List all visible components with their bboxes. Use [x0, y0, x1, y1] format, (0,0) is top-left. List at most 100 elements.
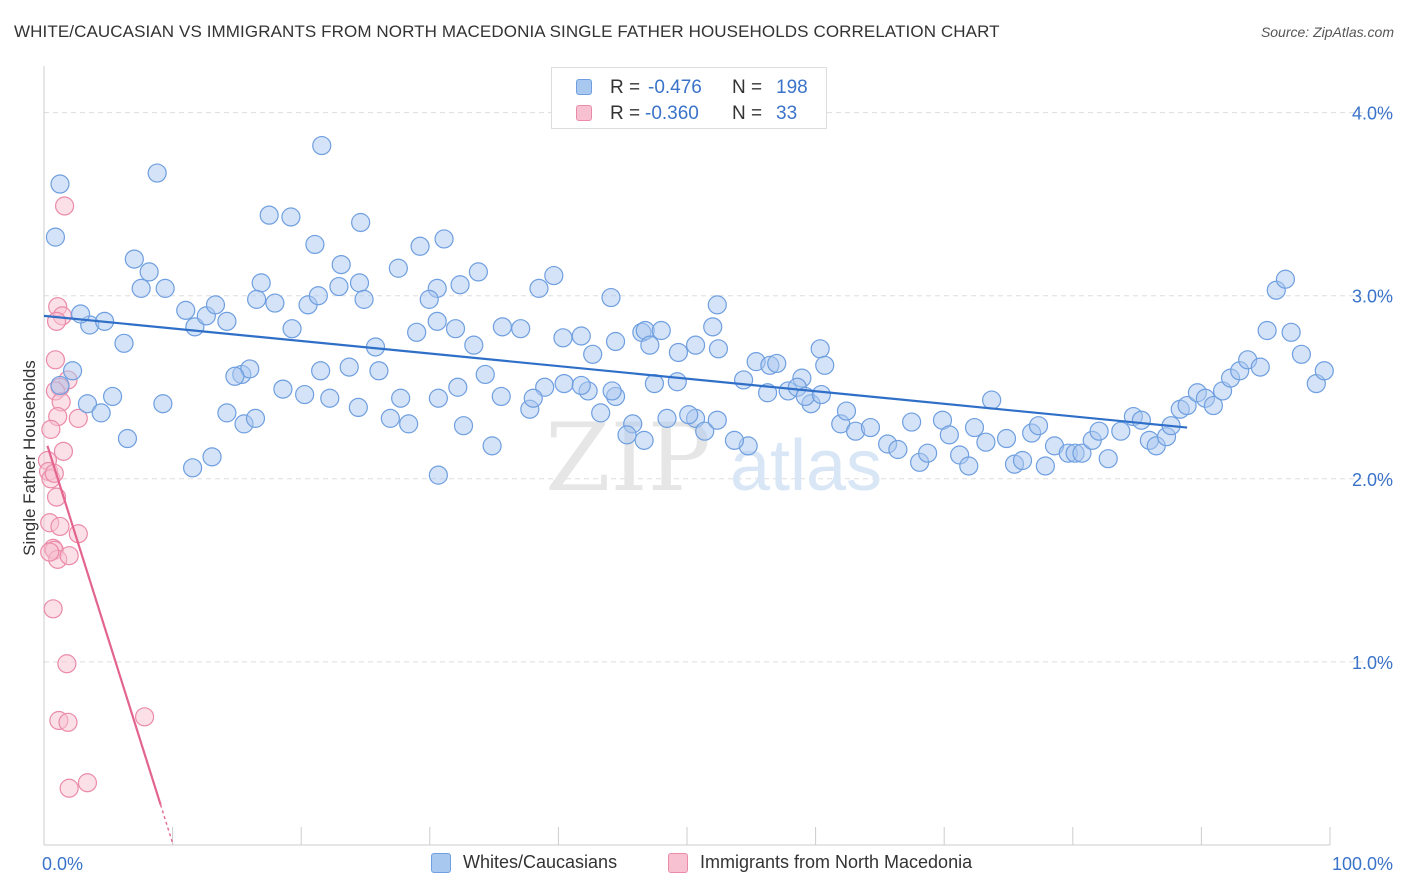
data-point	[205, 295, 226, 315]
data-point	[428, 465, 448, 485]
x-tick-label-left: 0.0%	[42, 854, 83, 874]
data-point	[959, 456, 979, 476]
data-point	[50, 174, 70, 194]
data-point	[453, 416, 474, 436]
data-point	[695, 421, 715, 441]
data-point	[448, 377, 468, 397]
legend-swatch-immigrants	[576, 105, 592, 121]
legend-label-immigrants: Immigrants from North Macedonia	[700, 852, 973, 872]
data-point	[348, 397, 368, 418]
source-label: Source: ZipAtlas.com	[1260, 24, 1394, 40]
legend-n-label: N =	[732, 103, 763, 124]
data-point	[399, 414, 419, 434]
data-point	[331, 254, 351, 275]
trend-line-immigrants	[46, 445, 162, 806]
data-point	[445, 319, 466, 339]
data-point	[707, 410, 727, 430]
data-point	[114, 333, 134, 353]
data-point	[388, 258, 408, 278]
data-point	[434, 229, 454, 249]
data-point	[1275, 269, 1296, 289]
data-point	[529, 278, 549, 298]
data-point	[468, 262, 488, 282]
data-point	[708, 339, 729, 359]
series-legend: Whites/Caucasians Immigrants from North …	[0, 852, 1406, 876]
data-point	[939, 425, 959, 445]
data-point	[259, 205, 279, 225]
data-point	[202, 447, 222, 467]
data-point	[685, 335, 706, 355]
data-point	[183, 458, 203, 478]
data-point	[308, 286, 328, 306]
data-point	[46, 311, 67, 331]
data-point	[139, 262, 159, 282]
data-point	[1035, 456, 1055, 476]
data-point	[54, 196, 75, 216]
whites-series	[45, 135, 1334, 485]
data-point	[155, 278, 175, 298]
legend-r-value: -0.360	[645, 103, 699, 124]
data-point	[757, 383, 778, 403]
data-point	[475, 364, 495, 385]
data-point	[810, 339, 830, 359]
data-point	[982, 390, 1002, 410]
data-point	[1131, 410, 1151, 430]
data-point	[124, 249, 144, 269]
data-point	[544, 265, 564, 286]
data-point	[1281, 322, 1301, 342]
data-point	[996, 428, 1017, 449]
data-point	[553, 328, 573, 348]
data-point	[53, 441, 74, 461]
data-point	[617, 425, 637, 445]
y-tick-label: 4.0%	[1352, 104, 1393, 124]
data-point	[1111, 421, 1131, 441]
data-point	[523, 388, 543, 408]
data-point	[320, 388, 340, 408]
data-point	[117, 428, 138, 449]
data-point	[245, 408, 266, 428]
data-point	[247, 289, 267, 309]
data-point	[273, 379, 293, 399]
data-point	[217, 311, 237, 331]
data-point	[369, 361, 389, 381]
data-point	[407, 322, 427, 342]
data-point	[1177, 395, 1197, 416]
data-point	[1072, 443, 1092, 463]
trend-line-whites	[43, 314, 1188, 429]
data-point	[176, 300, 196, 320]
data-point	[1098, 449, 1118, 469]
data-point	[644, 374, 665, 394]
data-point	[59, 546, 79, 566]
data-point	[281, 207, 301, 227]
legend-r-label: R =	[610, 77, 641, 98]
y-tick-label: 2.0%	[1352, 470, 1393, 490]
data-point	[634, 430, 654, 450]
data-point	[591, 403, 611, 423]
data-point	[657, 408, 677, 428]
x-tick-label-right: 100.0%	[1332, 854, 1393, 874]
trend-lines	[43, 314, 1188, 846]
data-point	[918, 443, 938, 463]
data-point	[482, 436, 502, 456]
data-point	[860, 417, 881, 438]
data-point	[77, 394, 98, 414]
data-point	[571, 326, 591, 346]
data-point	[265, 293, 285, 313]
data-point	[815, 355, 835, 375]
legend-r-value: -0.476	[648, 77, 702, 98]
legend-swatch-whites	[431, 853, 451, 873]
data-point	[733, 370, 754, 390]
data-point	[1257, 320, 1277, 341]
data-point	[491, 386, 511, 407]
data-point	[667, 372, 687, 392]
data-point	[351, 212, 371, 233]
data-point	[68, 524, 88, 544]
data-point	[217, 403, 237, 423]
data-point	[767, 353, 787, 374]
data-point	[1314, 361, 1334, 381]
data-point	[339, 357, 359, 377]
data-point	[295, 384, 315, 405]
tick-labels: 1.0% 2.0% 3.0% 4.0% 0.0% 100.0%	[42, 104, 1393, 874]
data-point	[131, 278, 151, 298]
